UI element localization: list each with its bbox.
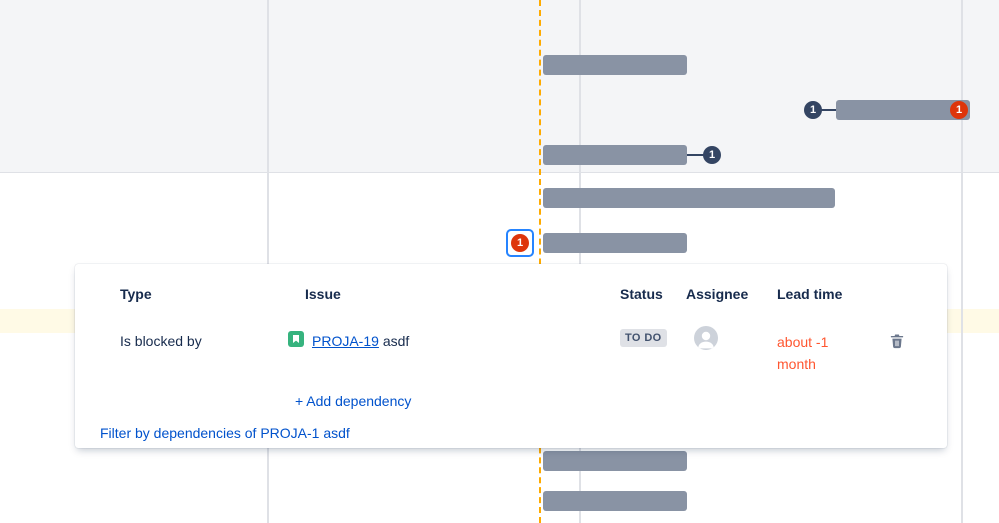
column-header-status: Status bbox=[620, 286, 663, 302]
issue-cell: PROJA-19 asdf bbox=[312, 333, 409, 349]
grid-line bbox=[579, 0, 581, 523]
avatar bbox=[694, 326, 718, 350]
dependency-connector bbox=[818, 109, 838, 111]
grid-line bbox=[961, 0, 963, 523]
dependency-popup: Type Issue Status Assignee Lead time Is … bbox=[75, 264, 947, 448]
gantt-bar[interactable] bbox=[836, 100, 970, 120]
delete-dependency-button[interactable] bbox=[889, 333, 905, 349]
lead-time-value: about -1 month bbox=[777, 334, 829, 372]
grid-line bbox=[267, 0, 269, 523]
filter-by-dependencies-link[interactable]: Filter by dependencies of PROJA-1 asdf bbox=[100, 425, 350, 441]
dependency-warning-badge[interactable]: 1 bbox=[950, 101, 968, 119]
issue-summary: asdf bbox=[382, 333, 410, 349]
story-icon bbox=[288, 331, 304, 347]
dependency-type: Is blocked by bbox=[120, 333, 202, 349]
column-header-lead-time: Lead time bbox=[777, 286, 843, 302]
dependency-warning-badge[interactable]: 1 bbox=[511, 234, 529, 252]
add-dependency-link[interactable]: + Add dependency bbox=[295, 393, 412, 409]
issue-link[interactable]: PROJA-19 bbox=[312, 333, 379, 349]
gantt-bar[interactable] bbox=[543, 145, 687, 165]
column-header-issue: Issue bbox=[305, 286, 341, 302]
gantt-bar[interactable] bbox=[543, 188, 835, 208]
gantt-bar[interactable] bbox=[543, 233, 687, 253]
column-header-assignee: Assignee bbox=[686, 286, 749, 302]
timeline-upper-band bbox=[0, 0, 999, 173]
dependency-connector bbox=[687, 154, 705, 156]
status-badge: TO DO bbox=[620, 329, 667, 347]
gantt-bar[interactable] bbox=[543, 491, 687, 511]
gantt-bar[interactable] bbox=[543, 55, 687, 75]
column-header-type: Type bbox=[120, 286, 152, 302]
today-marker-line bbox=[539, 0, 541, 523]
gantt-bar[interactable] bbox=[543, 451, 687, 471]
dependency-count-badge[interactable]: 1 bbox=[804, 101, 822, 119]
dependency-count-badge[interactable]: 1 bbox=[703, 146, 721, 164]
